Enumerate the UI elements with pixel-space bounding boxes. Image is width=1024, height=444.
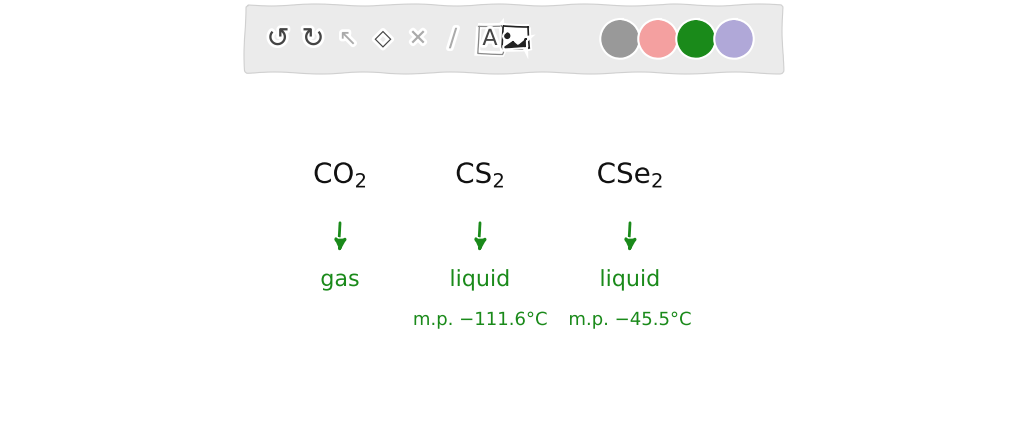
Text: m.p. −45.5°C: m.p. −45.5°C: [568, 311, 691, 329]
Circle shape: [641, 21, 677, 57]
Circle shape: [603, 21, 639, 57]
Text: liquid: liquid: [450, 270, 511, 290]
Text: ↺: ↺: [266, 25, 290, 53]
Text: CS$_2$: CS$_2$: [456, 160, 505, 190]
Circle shape: [504, 33, 510, 39]
Text: A: A: [482, 29, 498, 49]
Text: ✕: ✕: [409, 29, 427, 49]
Text: CO$_2$: CO$_2$: [313, 160, 367, 190]
Text: /: /: [449, 27, 457, 51]
Polygon shape: [505, 38, 526, 47]
Text: ↖: ↖: [339, 29, 357, 49]
Circle shape: [679, 21, 715, 57]
Text: CSe$_2$: CSe$_2$: [597, 160, 664, 190]
Text: ◇: ◇: [375, 29, 391, 49]
Text: ↻: ↻: [301, 25, 325, 53]
Text: gas: gas: [321, 270, 359, 290]
Circle shape: [717, 21, 753, 57]
Text: liquid: liquid: [599, 270, 660, 290]
Text: m.p. −111.6°C: m.p. −111.6°C: [413, 311, 547, 329]
FancyBboxPatch shape: [503, 26, 529, 48]
FancyBboxPatch shape: [245, 5, 783, 73]
